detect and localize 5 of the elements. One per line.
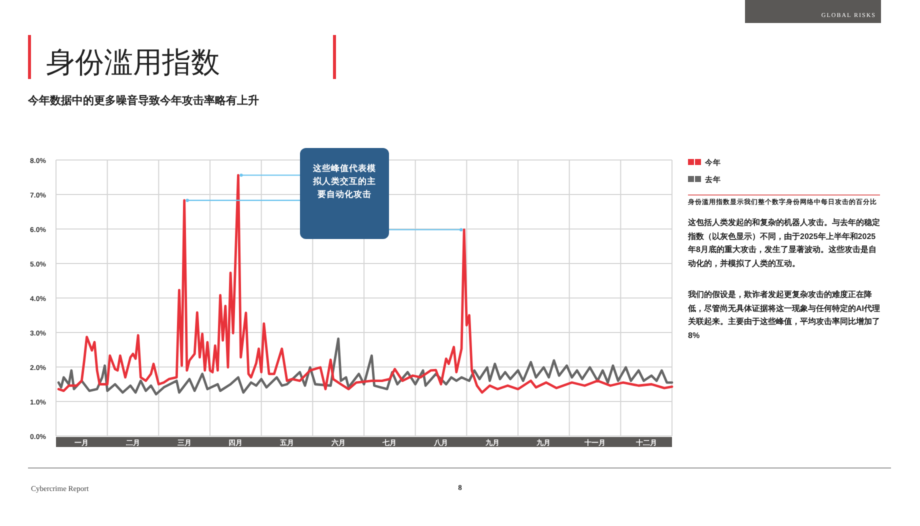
chart-title: 身份滥用指数 — [46, 47, 220, 79]
chart-subtitle: 今年数据中的更多噪音导致今年攻击率略有上升 — [27, 94, 259, 107]
annotation: 这些峰值代表模拟人类交互的主要自动化攻击 — [312, 162, 377, 201]
text: 这包括人类发起的和复杂的机器人攻击。与去年的稳定指数（以灰色显示）不同，由于2025年上半年和2025年8月底的重大攻击，发生了显著波动。这些攻击是自动化的，并模拟了人类的互动。 — [688, 217, 881, 270]
text: 我们的假设是，欺诈者发起更复杂攻击的难度正在降低，尽管尚无具体证据将这一现象与任何特定的AI代理关联起来。主要由于这些峰值，平均攻击率同比增加了8% — [688, 289, 881, 342]
